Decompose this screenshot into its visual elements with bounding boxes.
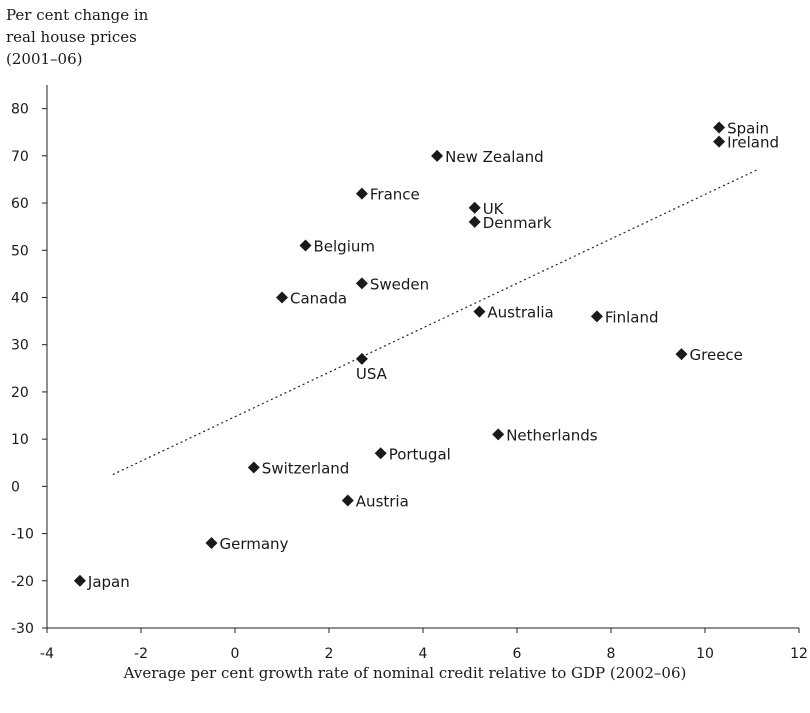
point-label-portugal: Portugal — [389, 445, 451, 463]
data-point-finland — [590, 310, 603, 323]
point-label-sweden: Sweden — [370, 275, 429, 293]
y-axis-label: Per cent change in real house prices (20… — [6, 4, 148, 70]
data-point-usa — [355, 352, 368, 365]
y-axis-label-line-3: (2001–06) — [6, 50, 83, 68]
x-axis-label: Average per cent growth rate of nominal … — [123, 664, 687, 682]
point-label-uk: UK — [483, 200, 505, 218]
trendline-group — [112, 169, 757, 476]
point-label-spain: Spain — [727, 119, 769, 137]
point-label-greece: Greece — [690, 346, 743, 364]
axes — [42, 85, 800, 633]
data-point-sweden — [355, 277, 368, 290]
data-point-greece — [675, 348, 688, 361]
point-label-germany: Germany — [220, 535, 289, 553]
x-tick-label: 0 — [231, 646, 240, 662]
y-tick-label: 0 — [11, 479, 20, 495]
y-axis-label-line-1: Per cent change in — [6, 6, 149, 24]
data-point-ireland — [713, 135, 726, 148]
x-tick-label: -2 — [134, 646, 148, 662]
data-point-belgium — [299, 239, 312, 252]
point-label-ireland: Ireland — [727, 134, 779, 152]
data-point-switzerland — [247, 461, 260, 474]
point-label-belgium: Belgium — [314, 238, 376, 256]
point-label-japan: Japan — [87, 573, 130, 591]
x-tick-label: 8 — [607, 646, 616, 662]
data-point-japan — [73, 574, 86, 587]
point-label-france: France — [370, 186, 420, 204]
data-point-portugal — [374, 447, 387, 460]
x-tick-label: 10 — [696, 646, 714, 662]
data-point-netherlands — [492, 428, 505, 441]
point-label-australia: Australia — [487, 304, 553, 322]
y-tick-label: -10 — [11, 527, 34, 543]
point-label-austria: Austria — [356, 493, 409, 511]
point-label-canada: Canada — [290, 289, 347, 307]
x-tick-label: -4 — [40, 646, 54, 662]
data-point-germany — [205, 537, 218, 550]
y-tick-label: 60 — [11, 196, 29, 212]
point-label-netherlands: Netherlands — [506, 426, 598, 444]
data-point-spain — [713, 121, 726, 134]
y-tick-label: 30 — [11, 338, 29, 354]
trendline — [112, 169, 757, 476]
y-tick-label: 50 — [11, 243, 29, 259]
x-tick-label: 6 — [513, 646, 522, 662]
x-tick-label: 2 — [325, 646, 334, 662]
y-tick-label: 20 — [11, 385, 29, 401]
data-point-denmark — [468, 215, 481, 228]
x-tick-label: 4 — [419, 646, 428, 662]
data-point-new-zealand — [431, 149, 444, 162]
y-tick-label: -20 — [11, 574, 34, 590]
y-tick-label: 10 — [11, 432, 29, 448]
data-point-canada — [276, 291, 288, 304]
data-point-uk — [468, 201, 481, 214]
data-point-australia — [473, 305, 486, 318]
x-tick-label: 12 — [790, 646, 808, 662]
y-tick-label: 70 — [11, 149, 29, 165]
point-label-finland: Finland — [605, 308, 659, 326]
point-label-new-zealand: New Zealand — [445, 148, 544, 166]
y-tick-label: -30 — [11, 621, 34, 637]
y-axis-label-line-2: real house prices — [6, 28, 137, 46]
point-label-denmark: Denmark — [483, 214, 552, 232]
y-tick-label: 40 — [11, 290, 29, 306]
y-tick-label: 80 — [11, 102, 29, 118]
point-label-switzerland: Switzerland — [262, 459, 350, 477]
point-label-usa: USA — [356, 365, 388, 383]
data-point-france — [355, 187, 368, 200]
data-point-austria — [341, 494, 354, 507]
